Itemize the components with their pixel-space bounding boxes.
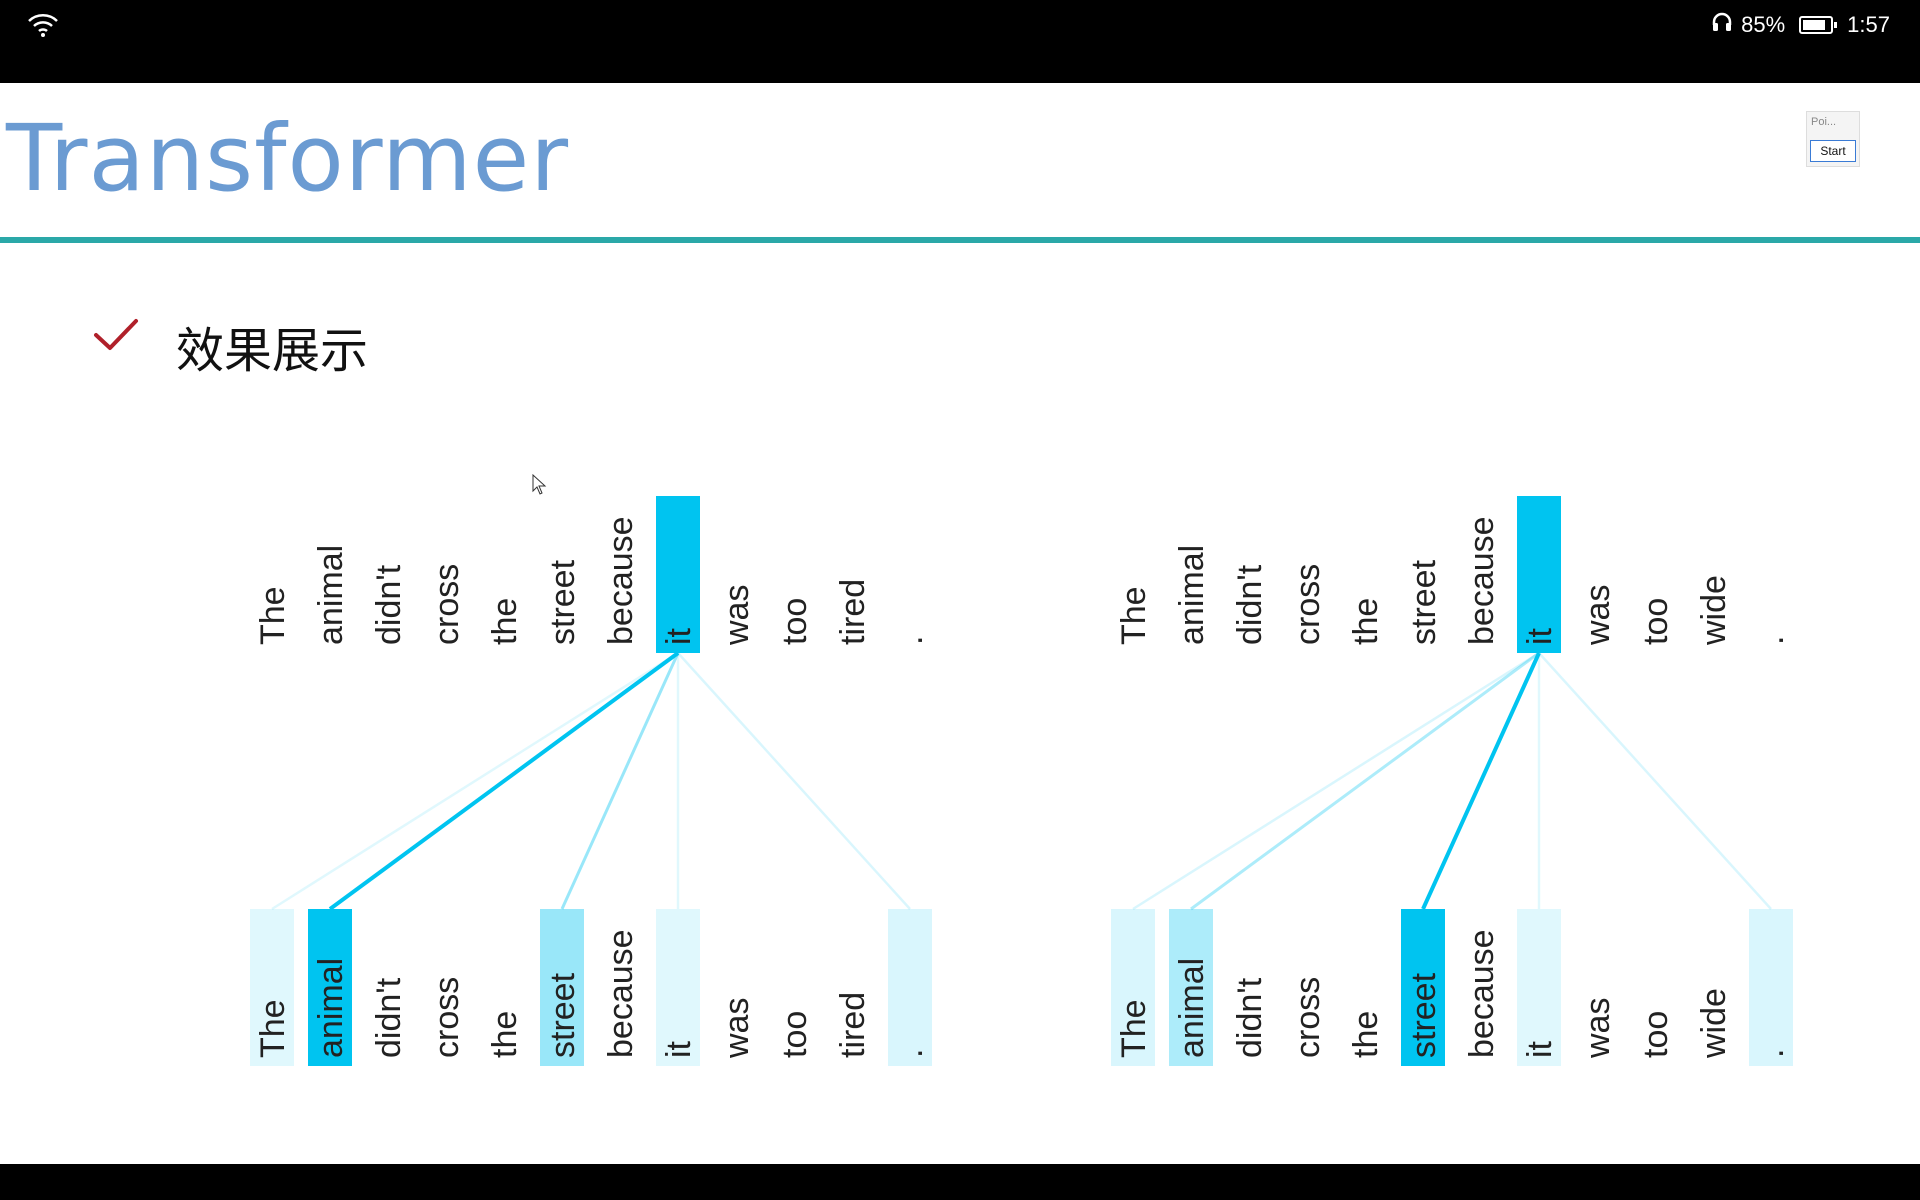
attention-weight-box xyxy=(250,909,294,1066)
slide: Transformer 效果展示 Poi... Start The The anim… xyxy=(0,83,1920,1164)
target-token: The xyxy=(254,999,292,1058)
source-token: tired xyxy=(834,579,872,645)
target-token: street xyxy=(1405,972,1443,1058)
check-icon xyxy=(92,315,140,360)
target-token: animal xyxy=(1173,958,1211,1058)
source-token: The xyxy=(254,586,292,645)
attention-weight-box xyxy=(656,909,700,1066)
attention-line xyxy=(1421,652,1541,910)
target-token: . xyxy=(892,1049,930,1058)
attention-line xyxy=(677,652,911,910)
battery-icon xyxy=(1799,16,1838,34)
source-token: it xyxy=(660,627,698,645)
source-token: was xyxy=(718,585,756,646)
target-token: the xyxy=(486,1011,524,1058)
target-token: cross xyxy=(1289,977,1327,1058)
attention-line xyxy=(1132,651,1540,911)
attention-weight-box xyxy=(1111,909,1155,1066)
target-token: the xyxy=(1347,1011,1385,1058)
target-token: tired xyxy=(834,992,872,1058)
headphones-icon xyxy=(1711,11,1733,39)
attention-weight-box xyxy=(1169,909,1213,1066)
attention-line xyxy=(1538,652,1772,910)
target-token: animal xyxy=(312,958,350,1058)
pointer-tool-window: Poi... Start xyxy=(1806,111,1860,167)
target-token: The xyxy=(1115,999,1153,1058)
query-token-highlight xyxy=(656,496,700,653)
source-token: it xyxy=(1521,627,1559,645)
attention-line xyxy=(271,651,679,911)
slide-subtitle: 效果展示 xyxy=(176,323,369,379)
source-token: didn't xyxy=(370,564,408,645)
mouse-cursor-icon xyxy=(532,473,548,501)
source-token: the xyxy=(486,598,524,645)
target-token: didn't xyxy=(1231,977,1269,1058)
source-token: because xyxy=(602,516,640,645)
attention-weight-box xyxy=(888,909,932,1066)
target-token: because xyxy=(1463,929,1501,1058)
pointer-tool-title: Poi... xyxy=(1811,116,1837,128)
title-divider xyxy=(0,237,1920,243)
attention-weight-box xyxy=(1517,909,1561,1066)
source-token: was xyxy=(1579,585,1617,646)
target-token: because xyxy=(602,929,640,1058)
wifi-icon xyxy=(26,10,60,43)
target-token: it xyxy=(1521,1040,1559,1058)
attention-line xyxy=(1190,651,1540,911)
source-token: street xyxy=(544,559,582,645)
navigation-bar xyxy=(0,1164,1920,1200)
attention-weight-box xyxy=(540,909,584,1066)
clock: 1:57 xyxy=(1847,12,1890,37)
target-token: wide xyxy=(1695,988,1733,1059)
target-token: street xyxy=(544,972,582,1058)
target-token: didn't xyxy=(370,977,408,1058)
status-bar: 85% 1:57 xyxy=(0,0,1920,83)
source-token: wide xyxy=(1695,575,1733,646)
attention-line xyxy=(560,652,680,910)
source-token: animal xyxy=(1173,545,1211,645)
source-token: The xyxy=(1115,586,1153,645)
target-token: was xyxy=(718,998,756,1059)
source-token: too xyxy=(776,598,814,645)
start-button[interactable]: Start xyxy=(1810,140,1856,162)
source-token: the xyxy=(1347,598,1385,645)
source-token: cross xyxy=(1289,564,1327,645)
source-token: street xyxy=(1405,559,1443,645)
target-token: it xyxy=(660,1040,698,1058)
source-token: didn't xyxy=(1231,564,1269,645)
target-token: too xyxy=(776,1011,814,1058)
slide-title: Transformer xyxy=(6,105,570,212)
source-token: . xyxy=(892,636,930,645)
attention-panel: The The animal animal didn't didn't cross cross… xyxy=(1111,496,1793,1066)
attention-visualization: The The animal animal didn't didn't cross cross… xyxy=(250,496,1793,1066)
target-token: . xyxy=(1753,1049,1791,1058)
attention-weight-box xyxy=(1749,909,1793,1066)
attention-weight-box xyxy=(1401,909,1445,1066)
source-token: cross xyxy=(428,564,466,645)
battery-percent: 85% xyxy=(1741,12,1786,37)
target-token: too xyxy=(1637,1011,1675,1058)
target-token: was xyxy=(1579,998,1617,1059)
attention-line xyxy=(328,651,680,911)
source-token: because xyxy=(1463,516,1501,645)
attention-weight-box xyxy=(308,909,352,1066)
target-token: cross xyxy=(428,977,466,1058)
source-token: animal xyxy=(312,545,350,645)
source-token: too xyxy=(1637,598,1675,645)
source-token: . xyxy=(1753,636,1791,645)
query-token-highlight xyxy=(1517,496,1561,653)
attention-panel: The The animal animal didn't didn't cross cross… xyxy=(250,496,932,1066)
